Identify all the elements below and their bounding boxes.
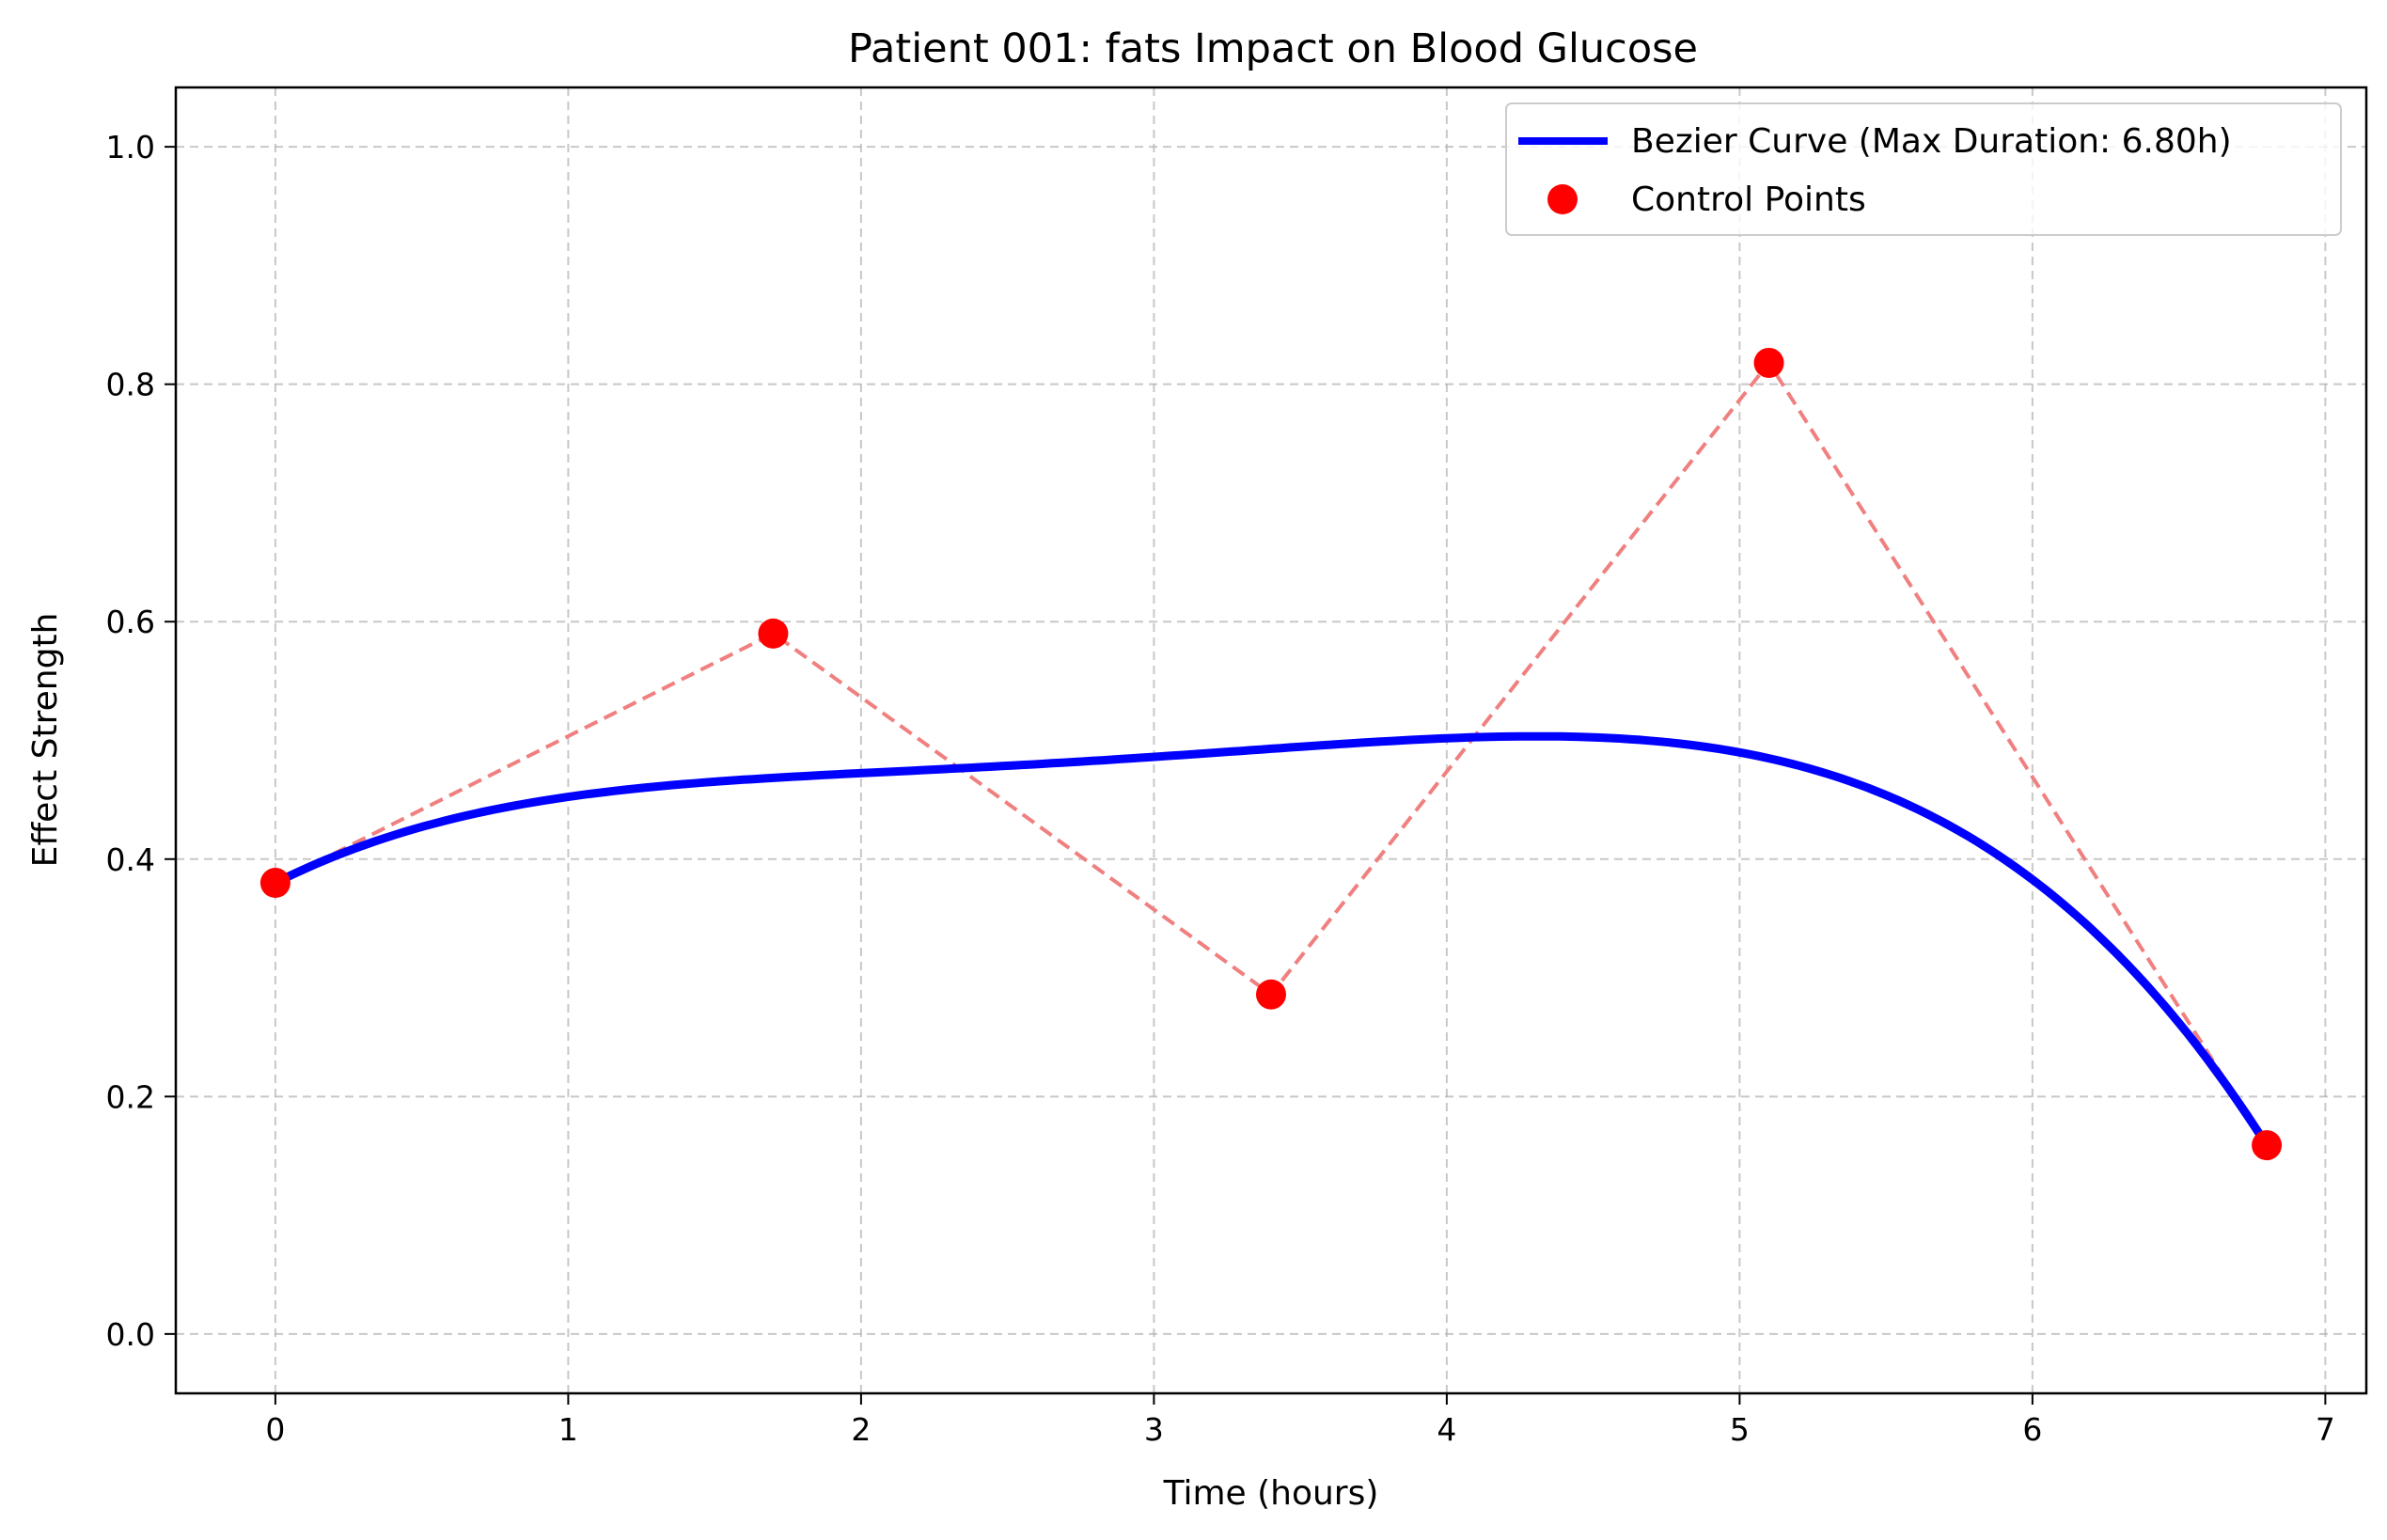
legend-points-label: Control Points [1631,181,1866,219]
y-tick-label: 1.0 [106,129,155,165]
y-tick-label: 0.4 [106,841,155,878]
legend-bezier-label: Bezier Curve (Max Duration: 6.80h) [1631,122,2232,161]
y-tick-label: 0.6 [106,604,155,640]
y-axis-label: Effect Strength [26,613,65,868]
y-tick-label: 0.8 [106,367,155,403]
x-tick-label: 2 [851,1411,871,1448]
control-points-layer [259,347,2283,1161]
x-tick-label: 7 [2316,1411,2335,1448]
control-point [259,868,291,899]
plot-frame [174,86,2368,1395]
bezier-curve-layer [271,731,2271,1150]
control-point [2252,1130,2283,1161]
legend: Bezier Curve (Max Duration: 6.80h) Contr… [1505,102,2342,236]
x-tick-label: 0 [265,1411,285,1448]
x-tick-label: 6 [2022,1411,2042,1448]
x-tick-label: 1 [558,1411,578,1448]
x-tick-label: 5 [1730,1411,1750,1448]
x-axis-label: Time (hours) [1163,1474,1379,1513]
control-point [1753,347,1784,378]
x-tick-label: 4 [1437,1411,1456,1448]
chart-title: Patient 001: fats Impact on Blood Glucos… [848,25,1698,72]
control-point [758,618,789,649]
x-axis-ticks: 0 1 2 3 4 5 6 7 [265,1393,2335,1448]
x-tick-label: 3 [1144,1411,1164,1448]
legend-box [1505,102,2342,236]
bezier-curve [271,731,2271,1150]
y-tick-label: 0.0 [106,1316,155,1353]
y-tick-label: 0.2 [106,1078,155,1115]
legend-points-swatch [1547,184,1578,214]
y-axis-ticks: 0.0 0.2 0.4 0.6 0.8 1.0 [106,129,176,1353]
control-point [1256,979,1286,1010]
